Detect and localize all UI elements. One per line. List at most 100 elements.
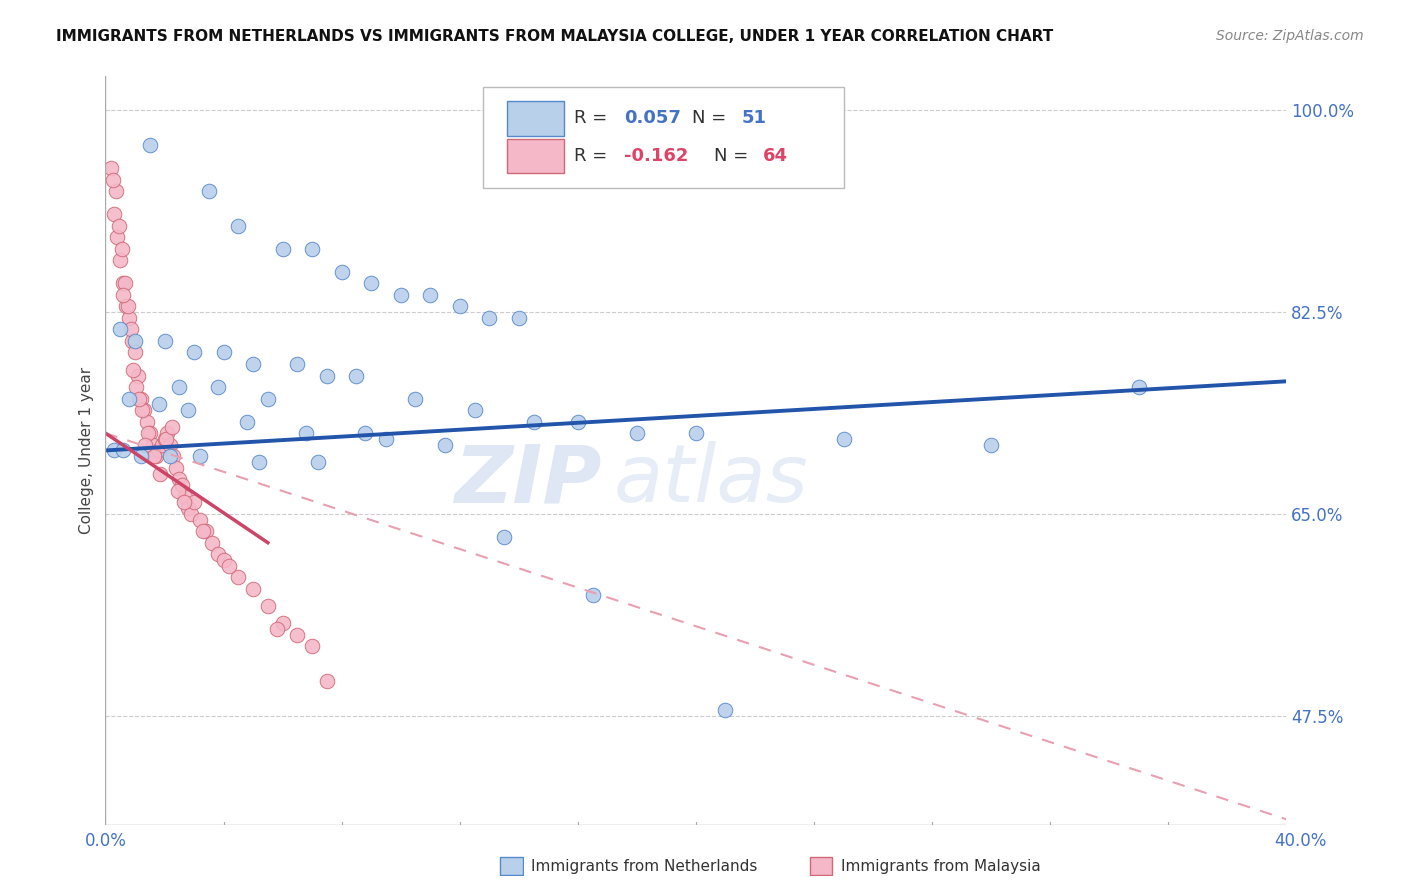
Point <box>127 368 149 383</box>
Point <box>201 535 224 549</box>
Point <box>148 443 170 458</box>
Point <box>110 322 132 336</box>
Text: -0.162: -0.162 <box>624 147 689 165</box>
Point <box>194 524 217 538</box>
Point <box>125 380 148 394</box>
Point <box>266 622 288 636</box>
Point <box>228 219 250 233</box>
Point <box>257 599 280 613</box>
Point <box>166 483 188 498</box>
Text: ZIP: ZIP <box>454 442 602 519</box>
Point <box>287 628 309 642</box>
Point <box>128 392 150 406</box>
Point <box>101 172 124 186</box>
Point <box>150 438 173 452</box>
Point <box>191 524 214 538</box>
Y-axis label: College, Under 1 year: College, Under 1 year <box>79 367 94 534</box>
Point <box>129 449 152 463</box>
Point <box>228 570 250 584</box>
Point <box>478 310 501 325</box>
Text: R =: R = <box>574 109 613 127</box>
Point <box>172 478 194 492</box>
Point <box>138 138 162 153</box>
Point <box>567 415 589 429</box>
Point <box>111 242 134 256</box>
Point <box>207 380 229 394</box>
Point <box>626 426 648 441</box>
Point <box>117 299 139 313</box>
Text: Source: ZipAtlas.com: Source: ZipAtlas.com <box>1216 29 1364 43</box>
Point <box>464 403 486 417</box>
Point <box>159 449 181 463</box>
Point <box>103 207 125 221</box>
Point <box>114 277 136 291</box>
Point <box>330 265 353 279</box>
Point <box>131 403 153 417</box>
Text: R =: R = <box>574 147 613 165</box>
Text: N =: N = <box>714 147 754 165</box>
Point <box>180 507 202 521</box>
Point <box>354 426 377 441</box>
Point <box>138 426 162 441</box>
Point <box>433 438 456 452</box>
Point <box>832 432 855 446</box>
Point <box>112 443 135 458</box>
Point <box>103 443 125 458</box>
Text: atlas: atlas <box>613 442 808 519</box>
FancyBboxPatch shape <box>508 102 564 136</box>
Text: Immigrants from Malaysia: Immigrants from Malaysia <box>841 859 1040 873</box>
FancyBboxPatch shape <box>484 87 844 188</box>
Point <box>169 380 191 394</box>
Point <box>301 242 323 256</box>
Point <box>419 288 441 302</box>
Point <box>124 345 146 359</box>
Point <box>714 703 737 717</box>
Point <box>492 530 515 544</box>
Text: N =: N = <box>692 109 733 127</box>
Point <box>104 184 127 198</box>
Point <box>1128 380 1150 394</box>
Text: 40.0%: 40.0% <box>1274 831 1327 849</box>
Point <box>389 288 412 302</box>
Point <box>162 449 184 463</box>
Point <box>582 588 605 602</box>
Point <box>218 558 240 573</box>
Point <box>159 438 181 452</box>
Point <box>405 392 427 406</box>
Point <box>165 460 187 475</box>
Point <box>174 490 197 504</box>
Point <box>257 392 280 406</box>
Point <box>183 495 205 509</box>
Point <box>242 582 264 596</box>
Point <box>236 415 259 429</box>
Point <box>315 673 337 688</box>
Point <box>124 334 146 348</box>
Point <box>132 403 155 417</box>
Point <box>301 640 323 654</box>
Point <box>449 299 471 313</box>
Point <box>169 472 191 486</box>
Point <box>156 426 179 441</box>
Point <box>112 277 135 291</box>
Point <box>115 299 138 313</box>
Point <box>118 310 141 325</box>
Point <box>188 513 211 527</box>
Point <box>685 426 707 441</box>
Point <box>129 392 152 406</box>
Point <box>183 345 205 359</box>
Point <box>360 277 382 291</box>
Point <box>155 432 177 446</box>
Point <box>142 438 165 452</box>
Point <box>134 438 156 452</box>
Point <box>143 449 166 463</box>
Point <box>110 253 132 268</box>
Point <box>207 547 229 561</box>
Point <box>346 368 368 383</box>
Point <box>121 334 143 348</box>
Point <box>197 184 219 198</box>
Point <box>242 357 264 371</box>
Point <box>188 449 211 463</box>
Point <box>271 242 294 256</box>
Point <box>374 432 398 446</box>
Point <box>287 357 309 371</box>
